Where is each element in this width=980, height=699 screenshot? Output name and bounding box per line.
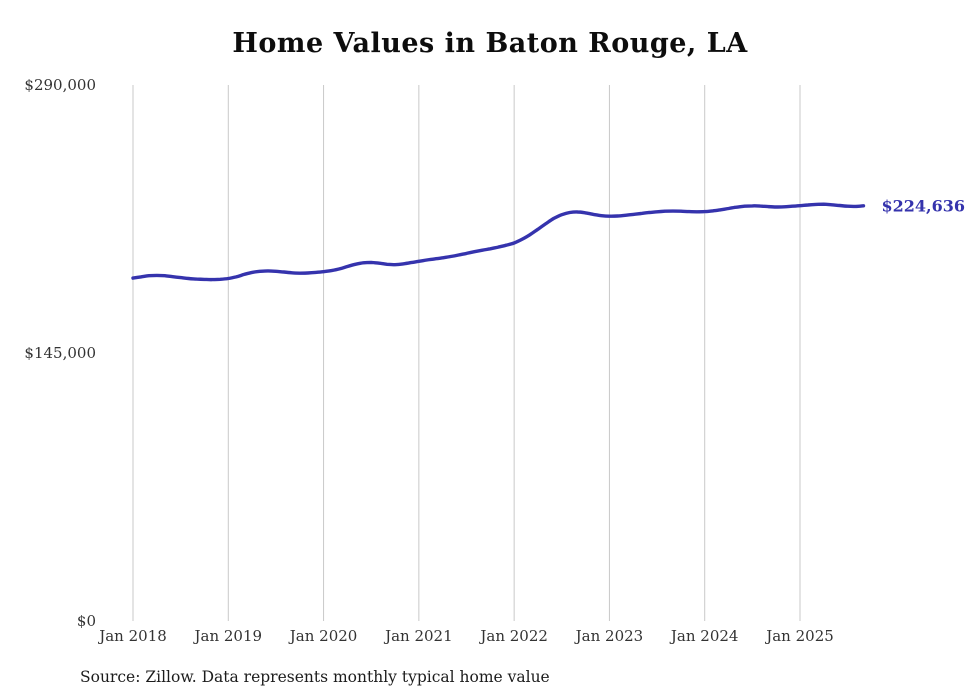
x-axis-label: Jan 2018 [99,627,167,645]
gridlines [132,85,801,621]
source-note: Source: Zillow. Data represents monthly … [80,668,550,686]
y-axis-label: $145,000 [24,344,96,362]
x-axis-label: Jan 2022 [480,627,548,645]
chart-line [131,202,866,282]
x-axis-label: Jan 2020 [289,627,358,645]
current-value-label: $224,636 [881,196,966,216]
y-axis-label: $290,000 [24,76,96,94]
y-axis-label: $0 [76,612,96,630]
x-axis-label: Jan 2019 [194,627,263,645]
x-axis-label: Jan 2021 [385,627,453,645]
x-axis-label: Jan 2025 [766,627,834,645]
chart-title: Home Values in Baton Rouge, LA [232,28,748,59]
x-axis-label: Jan 2023 [575,627,644,645]
x-axis-label: Jan 2024 [670,627,739,645]
